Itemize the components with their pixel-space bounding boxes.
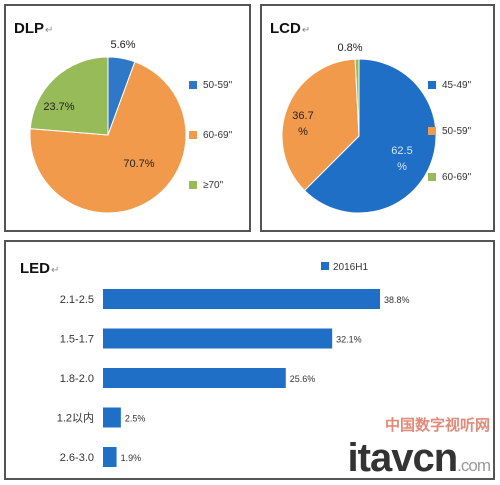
dlp-panel: DLP↵ 5.6% 70.7% 23.7% 50-59" 60-69" ≥70" xyxy=(4,4,251,232)
led-category-label-2-1-2-5: 2.1-2.5 xyxy=(60,294,94,306)
lcd-slice-50-59 xyxy=(281,58,360,192)
dlp-legend-label-50-59: 50-59" xyxy=(203,80,233,91)
led-value-label-1-2: 2.5% xyxy=(125,414,146,424)
led-bar-chart: 2016H1 2.1-2.5 38.8% 1.5-1.7 32.1% 1.8-2.0 25.… xyxy=(57,262,410,467)
led-value-label-1-5-1-7: 32.1% xyxy=(336,335,362,345)
dlp-slice-60-69 xyxy=(29,61,187,214)
lcd-legend-label-50-59: 50-59" xyxy=(442,126,472,137)
lcd-value-label-60-69: 0.8% xyxy=(337,42,362,54)
lcd-slice-45-49 xyxy=(303,58,437,214)
lcd-legend-swatch-50-59 xyxy=(428,127,436,135)
return-mark-icon: ↵ xyxy=(45,25,54,36)
watermark-chinese: 中国数字视听网 xyxy=(384,416,490,434)
led-bar-1-2 xyxy=(103,407,121,428)
led-legend-label: 2016H1 xyxy=(333,262,368,273)
dlp-legend-swatch-50-59 xyxy=(189,81,197,89)
led-bar-2-1-2-5 xyxy=(103,289,380,309)
dlp-value-label-60-69: 70.7% xyxy=(123,158,154,170)
dlp-legend-swatch-70 xyxy=(189,181,197,189)
led-legend-swatch xyxy=(321,262,329,270)
led-bar-1-5-1-7 xyxy=(103,328,333,349)
lcd-pie-chart: 62.5 % 36.7 % 0.8% 45-49" 50-59" 60-69" xyxy=(281,42,472,214)
dlp-value-label-50-59: 5.6% xyxy=(110,39,135,51)
led-bar-1-8-2-0 xyxy=(103,368,286,388)
return-mark-icon: ↵ xyxy=(301,25,311,36)
dlp-legend-swatch-60-69 xyxy=(189,131,197,139)
lcd-slice-60-69 xyxy=(354,58,360,137)
led-panel: LED↵ 2016H1 2.1-2.5 38.8% 1.5-1.7 32.1% 1.8-2… xyxy=(4,240,495,480)
dlp-value-label-70: 23.7% xyxy=(43,101,74,113)
dlp-title: DLP↵ xyxy=(14,20,54,37)
lcd-legend-label-45-49: 45-49" xyxy=(442,80,472,91)
led-value-label-2-6-3-0: 1.9% xyxy=(121,453,142,463)
return-mark-icon: ↵ xyxy=(51,265,60,276)
lcd-panel: LCD↵ 62.5% 36.7% 0.8% 45-49" 50-59" 60-69" xyxy=(260,4,495,232)
dlp-legend-label-60-69: 60-69" xyxy=(203,130,233,141)
led-value-label-1-8-2-0: 25.6% xyxy=(290,374,316,384)
watermark-logo: itavcn.com xyxy=(347,436,491,480)
dlp-pie-chart: 5.6% 70.7% 23.7% 50-59" 60-69" ≥70" xyxy=(29,39,233,214)
led-title: LED↵ xyxy=(20,260,60,277)
led-category-label-1-8-2-0: 1.8-2.0 xyxy=(60,373,94,385)
dlp-legend-label-70: ≥70" xyxy=(203,180,224,191)
lcd-legend-swatch-60-69 xyxy=(428,173,436,181)
lcd-value-label-45-49: 62.5% xyxy=(391,145,412,173)
lcd-legend-swatch-45-49 xyxy=(428,81,436,89)
lcd-title: LCD↵ xyxy=(270,20,311,37)
led-category-label-2-6-3-0: 2.6-3.0 xyxy=(60,452,94,464)
led-category-label-1-5-1-7: 1.5-1.7 xyxy=(60,334,94,346)
lcd-value-label-50-59: 36.7% xyxy=(292,110,313,138)
led-category-label-1-2: 1.2以内 xyxy=(57,411,94,425)
dlp-slice-70 xyxy=(29,56,109,136)
led-value-label-2-1-2-5: 38.8% xyxy=(384,295,410,305)
led-bar-2-6-3-0 xyxy=(103,447,117,467)
lcd-legend-label-60-69: 60-69" xyxy=(442,172,472,183)
